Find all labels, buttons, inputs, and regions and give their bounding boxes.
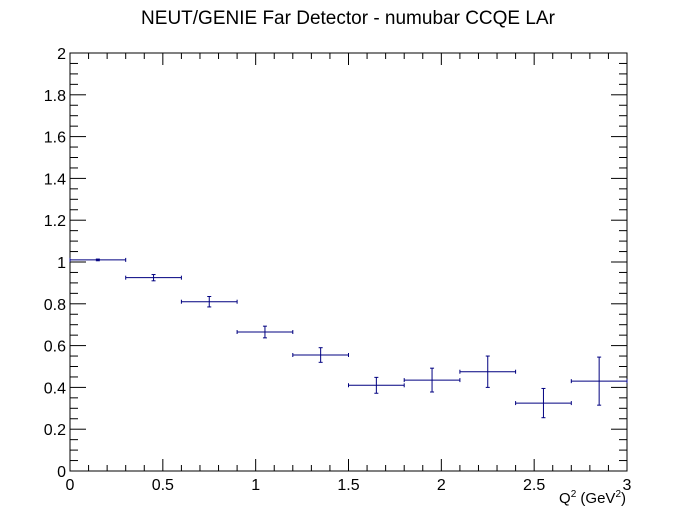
- y-tick-label: 1.6: [44, 130, 66, 147]
- y-tick-label: 1.8: [44, 88, 66, 105]
- y-tick-label: 1.2: [44, 213, 66, 230]
- y-tick-label: 0.6: [44, 339, 66, 356]
- data-point: [69, 257, 127, 262]
- x-tick-label: 1: [251, 477, 260, 494]
- y-tick-labels: 0 0.2 0.4 0.6 0.8 1 1.2 1.4 1.6 1.8 2: [44, 46, 66, 481]
- data-point: [570, 356, 628, 406]
- x-tick-label: 2: [437, 477, 446, 494]
- data-point: [403, 367, 461, 393]
- y-tick-label: 2: [57, 46, 66, 63]
- data-point: [125, 274, 182, 282]
- chart-title: NEUT/GENIE Far Detector - numubar CCQE L…: [141, 8, 556, 29]
- axis-ticks: [69, 52, 628, 472]
- y-tick-label: 0.8: [44, 297, 66, 314]
- x-tick-label: 0: [66, 477, 75, 494]
- x-axis-label: Q2 (GeV2): [559, 489, 626, 507]
- y-tick-label: 0.2: [44, 422, 66, 439]
- data-point: [180, 295, 238, 308]
- y-tick-label: 0: [57, 464, 66, 481]
- y-tick-label: 0.4: [44, 380, 66, 397]
- x-tick-label: 1.5: [337, 477, 359, 494]
- y-tick-label: 1: [57, 255, 66, 272]
- x-tick-label: 2.5: [523, 477, 545, 494]
- y-tick-label: 1.4: [44, 171, 66, 188]
- data-point: [459, 355, 517, 388]
- x-tick-label: 0.5: [152, 477, 174, 494]
- data-point: [515, 387, 572, 419]
- data-point: [236, 325, 294, 339]
- x-tick-label: 3: [623, 477, 632, 494]
- data-point: [348, 376, 405, 394]
- data-point: [292, 347, 349, 363]
- data-points: [69, 257, 628, 419]
- x-tick-labels: 0 0.5 1 1.5 2 2.5 3: [66, 477, 632, 494]
